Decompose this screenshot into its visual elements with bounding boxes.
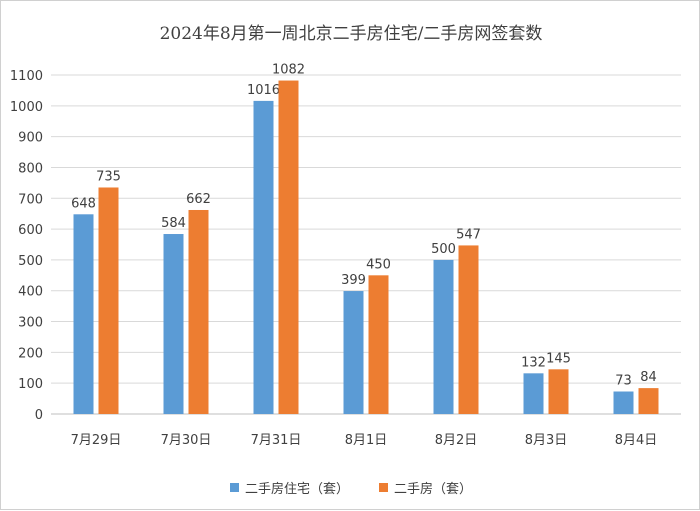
bar-series-1: [253, 100, 274, 415]
data-label-series-2: 547: [456, 227, 481, 242]
bar-series-2: [188, 209, 209, 414]
y-tick-label: 0: [35, 408, 43, 423]
data-label-series-1: 132: [521, 355, 546, 370]
data-label-series-2: 450: [366, 257, 391, 272]
y-tick-label: 300: [18, 316, 43, 331]
y-tick-label: 600: [18, 223, 43, 238]
legend-item-series-1: 二手房住宅（套）: [229, 478, 349, 497]
y-tick-label: 1100: [10, 69, 43, 84]
legend-swatch-series-1: [229, 483, 239, 492]
bar-series-2: [458, 245, 479, 414]
data-label-series-1: 1016: [247, 83, 280, 98]
x-tick-label: 7月31日: [251, 433, 302, 448]
data-label-series-1: 500: [431, 242, 456, 257]
bar-series-2: [98, 187, 119, 414]
bar-series-1: [343, 291, 364, 414]
x-tick-label: 7月29日: [71, 433, 122, 448]
bar-series-2: [278, 80, 299, 414]
legend-swatch-series-2: [379, 483, 388, 492]
y-tick-label: 1000: [10, 100, 43, 115]
x-tick-label: 8月3日: [525, 433, 568, 448]
data-label-series-1: 648: [71, 196, 96, 211]
bar-series-1: [163, 234, 184, 414]
data-label-series-1: 584: [161, 216, 186, 231]
y-tick-label: 100: [18, 377, 43, 392]
data-label-series-2: 1082: [272, 63, 305, 78]
bar-series-1: [523, 373, 544, 414]
bar-series-1: [433, 259, 454, 414]
legend: 二手房住宅（套） 二手房（套）: [1, 478, 700, 497]
y-tick-label: 500: [18, 254, 43, 269]
bar-series-2: [548, 369, 569, 414]
data-label-series-1: 399: [341, 273, 366, 288]
bar-series-1: [613, 391, 634, 414]
data-label-series-2: 662: [186, 192, 211, 207]
y-tick-label: 200: [18, 346, 43, 361]
legend-item-series-2: 二手房（套）: [379, 478, 472, 497]
data-label-series-2: 145: [546, 351, 571, 366]
x-tick-label: 8月1日: [345, 433, 388, 448]
data-label-series-1: 73: [615, 374, 632, 389]
legend-label-series-1: 二手房住宅（套）: [244, 482, 349, 497]
bar-series-2: [368, 275, 389, 414]
x-tick-label: 8月2日: [435, 433, 478, 448]
bar-series-1: [73, 214, 94, 414]
chart-title: 2024年8月第一周北京二手房住宅/二手房网签套数: [159, 24, 543, 44]
y-tick-label: 900: [18, 131, 43, 146]
data-label-series-2: 84: [640, 370, 657, 385]
y-tick-label: 400: [18, 285, 43, 300]
x-tick-label: 8月4日: [615, 433, 658, 448]
data-label-series-2: 735: [96, 169, 121, 184]
bar-series-2: [638, 388, 659, 414]
y-tick-label: 700: [18, 192, 43, 207]
legend-label-series-2: 二手房（套）: [394, 482, 473, 497]
x-tick-label: 7月30日: [161, 433, 212, 448]
y-tick-label: 800: [18, 161, 43, 176]
